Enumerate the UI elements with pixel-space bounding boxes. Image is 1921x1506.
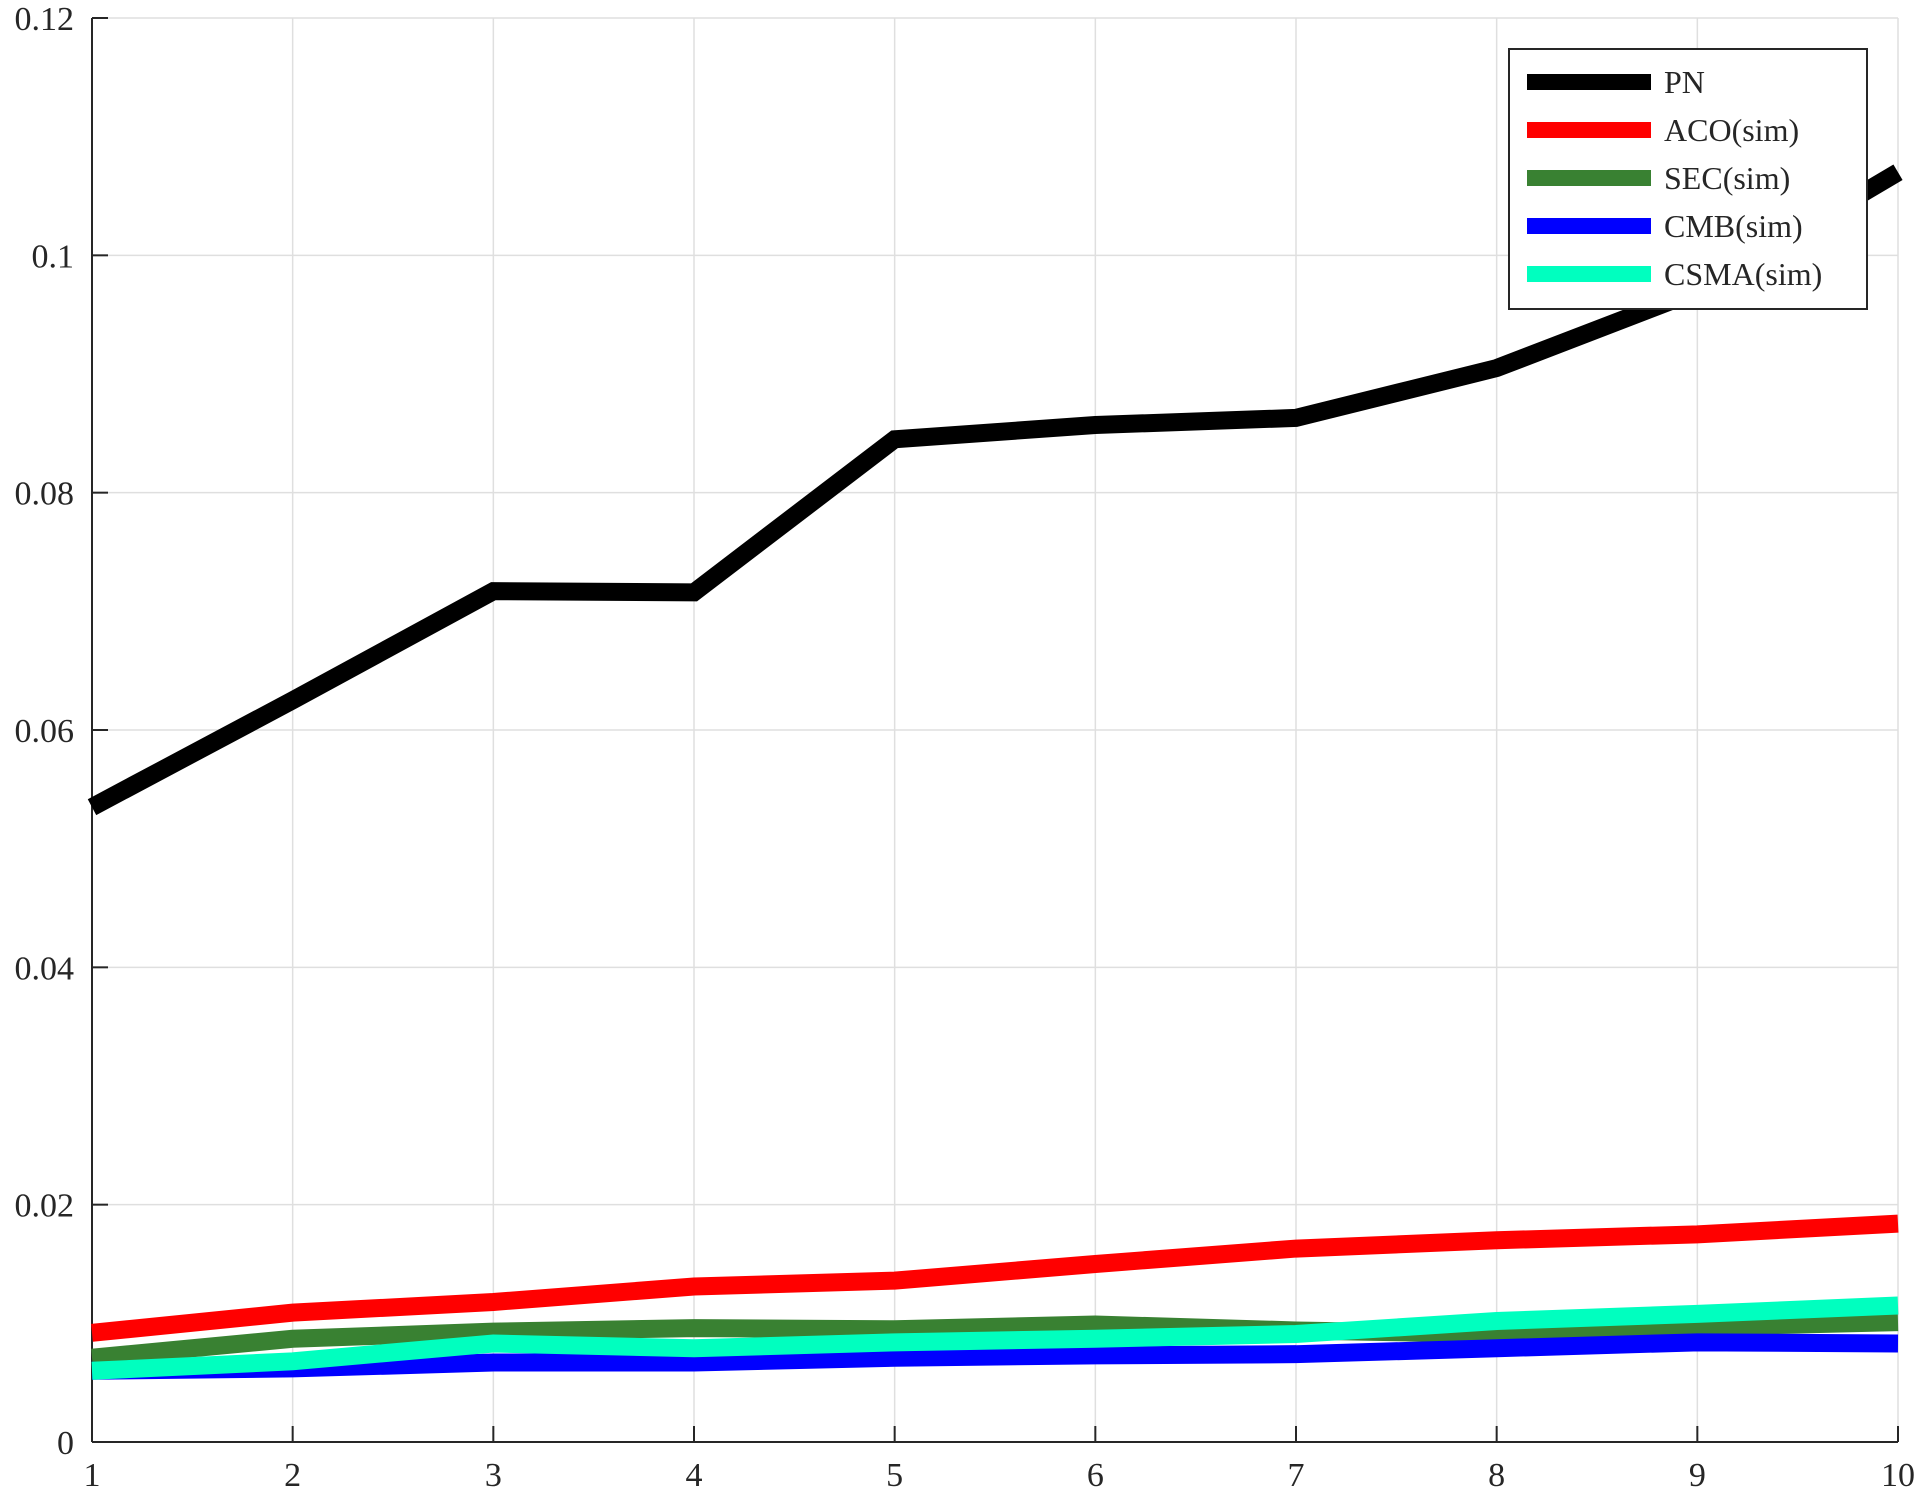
series-group bbox=[87, 164, 1903, 1380]
y-tick-label: 0.02 bbox=[15, 1188, 75, 1225]
axes bbox=[91, 17, 1899, 1443]
x-tick-label: 3 bbox=[485, 1457, 502, 1494]
legend-label: CSMA(sim) bbox=[1664, 256, 1822, 292]
series-line-csma-sim bbox=[91, 1296, 1899, 1380]
legend-label: CMB(sim) bbox=[1664, 208, 1803, 244]
y-tick-label: 0.08 bbox=[15, 476, 75, 513]
x-tick-label: 10 bbox=[1881, 1457, 1915, 1494]
legend-label: ACO(sim) bbox=[1664, 112, 1799, 148]
y-tick-label: 0.1 bbox=[32, 238, 75, 275]
x-tick-label: 6 bbox=[1087, 1457, 1104, 1494]
x-tick-label: 5 bbox=[886, 1457, 903, 1494]
series-line-aco-sim bbox=[91, 1214, 1899, 1342]
x-tick-label: 8 bbox=[1488, 1457, 1505, 1494]
series-line-cmb-sim bbox=[91, 1333, 1899, 1380]
legend: PN ACO(sim) SEC(sim) CMB(sim) CSMA(sim) bbox=[1508, 48, 1868, 310]
legend-label: PN bbox=[1664, 64, 1705, 100]
series-line-pn bbox=[87, 164, 1903, 816]
y-tick-label: 0.12 bbox=[15, 1, 75, 38]
y-tick-label: 0 bbox=[57, 1425, 74, 1462]
series-line-sec-sim bbox=[91, 1313, 1899, 1367]
y-tick-label: 0.04 bbox=[15, 950, 75, 987]
x-tick-label: 4 bbox=[686, 1457, 703, 1494]
x-tick-label: 2 bbox=[284, 1457, 301, 1494]
y-tick-label: 0.06 bbox=[15, 713, 75, 750]
x-tick-label: 1 bbox=[84, 1457, 101, 1494]
legend-label: SEC(sim) bbox=[1664, 160, 1790, 196]
tick-labels: 1 2 3 4 5 6 7 8 9 10 0 0.02 0.04 0.06 0.08 0.1 0.12 bbox=[15, 1, 1916, 1494]
x-tick-label: 9 bbox=[1689, 1457, 1706, 1494]
x-tick-label: 7 bbox=[1288, 1457, 1305, 1494]
